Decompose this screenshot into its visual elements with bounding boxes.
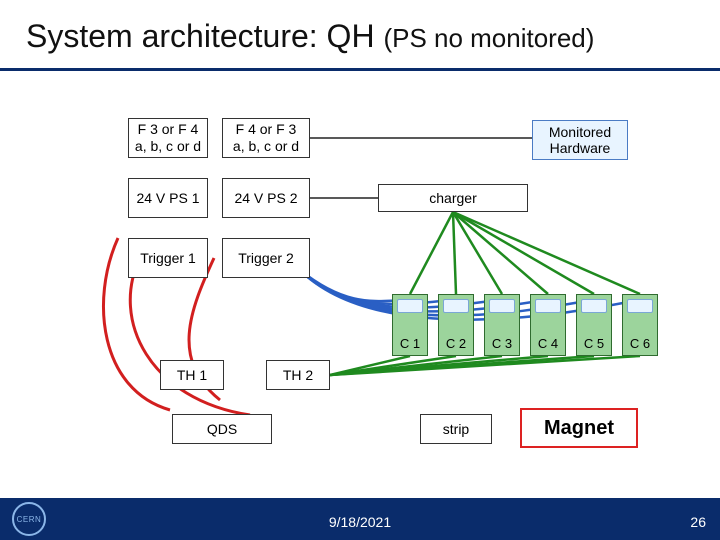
slide-title: System architecture: QH (PS no monitored… <box>26 18 594 55</box>
box-qds: QDS <box>172 414 272 444</box>
title-main: System architecture: QH <box>26 18 375 54</box>
box-f34-2: F 4 or F 3 a, b, c or d <box>222 118 310 158</box>
cap-label: C 1 <box>400 336 420 351</box>
title-rule <box>0 68 720 71</box>
box-th1: TH 1 <box>160 360 224 390</box>
box-magnet: Magnet <box>520 408 638 448</box>
cap-wave-icon <box>581 299 607 313</box>
box-ps2: 24 V PS 2 <box>222 178 310 218</box>
cap-c4: C 4 <box>530 294 566 356</box>
wires-layer <box>0 0 720 540</box>
cap-wave-icon <box>489 299 515 313</box>
footer-page-number: 26 <box>690 514 706 530</box>
cap-label: C 5 <box>584 336 604 351</box>
box-ps1: 24 V PS 1 <box>128 178 208 218</box>
footer-bar: CERN 9/18/2021 26 <box>0 498 720 540</box>
box-charger: charger <box>378 184 528 212</box>
cap-label: C 4 <box>538 336 558 351</box>
box-trigger1: Trigger 1 <box>128 238 208 278</box>
cap-label: C 6 <box>630 336 650 351</box>
cap-c5: C 5 <box>576 294 612 356</box>
cap-label: C 2 <box>446 336 466 351</box>
box-th2: TH 2 <box>266 360 330 390</box>
footer-date: 9/18/2021 <box>0 514 720 530</box>
box-strip: strip <box>420 414 492 444</box>
title-sub: (PS no monitored) <box>383 23 594 53</box>
cap-wave-icon <box>443 299 469 313</box>
cap-wave-icon <box>627 299 653 313</box>
cap-c3: C 3 <box>484 294 520 356</box>
cap-wave-icon <box>535 299 561 313</box>
cap-wave-icon <box>397 299 423 313</box>
cap-label: C 3 <box>492 336 512 351</box>
slide: System architecture: QH (PS no monitored… <box>0 0 720 540</box>
cap-c2: C 2 <box>438 294 474 356</box>
cap-c1: C 1 <box>392 294 428 356</box>
box-f34-1: F 3 or F 4 a, b, c or d <box>128 118 208 158</box>
box-monitored-hardware: Monitored Hardware <box>532 120 628 160</box>
cap-c6: C 6 <box>622 294 658 356</box>
box-trigger2: Trigger 2 <box>222 238 310 278</box>
